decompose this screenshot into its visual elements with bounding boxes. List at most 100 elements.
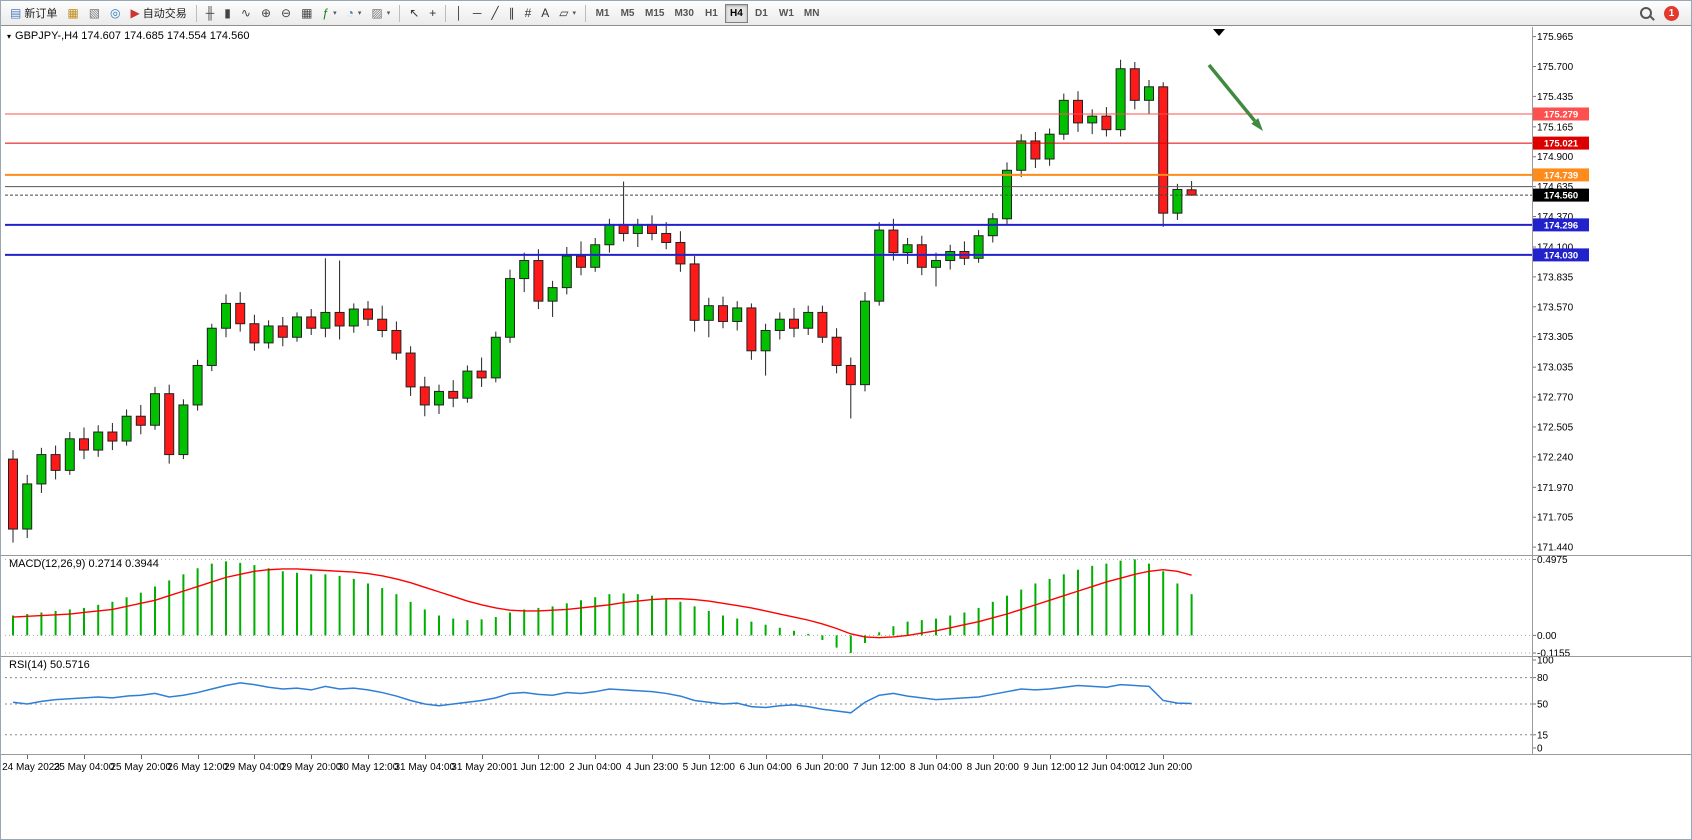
main-chart[interactable]: 175.965 175.700 175.435 175.165 174.900 174.6… bbox=[1, 27, 1692, 555]
candle bbox=[391, 321, 402, 360]
line-chart-button[interactable]: ∿ bbox=[236, 3, 256, 24]
svg-text:173.305: 173.305 bbox=[1537, 332, 1574, 343]
dropdown-arrow-icon: ▾ bbox=[386, 10, 391, 17]
candle bbox=[647, 215, 657, 241]
time-tick bbox=[595, 755, 597, 759]
chart-shift-marker[interactable] bbox=[1213, 29, 1225, 36]
candle bbox=[973, 230, 984, 263]
navigator-button[interactable]: ◎ bbox=[105, 3, 125, 24]
time-label: 5 Jun 12:00 bbox=[682, 762, 735, 773]
time-label: 25 May 04:00 bbox=[53, 762, 115, 773]
time-label: 29 May 20:00 bbox=[280, 762, 342, 773]
fibonacci-button[interactable]: # bbox=[520, 3, 537, 24]
time-tick bbox=[822, 755, 824, 759]
search-button[interactable] bbox=[1638, 5, 1654, 21]
time-label: 25 May 20:00 bbox=[110, 762, 172, 773]
macd-panel[interactable]: 0.4975 0.00 -0.1155 bbox=[1, 556, 1692, 656]
vertical-line-button[interactable]: │ bbox=[450, 3, 468, 24]
candlestick-chart-button[interactable]: ▮ bbox=[219, 3, 236, 24]
time-axis[interactable]: 24 May 2023 25 May 04:00 25 May 20:00 26 Ma… bbox=[1, 754, 1691, 778]
trendline-button[interactable]: ╱ bbox=[486, 3, 503, 24]
candle bbox=[434, 384, 444, 414]
rsi-axis-label: 50 bbox=[1537, 700, 1549, 711]
fibonacci-icon: # bbox=[524, 6, 532, 20]
charts-icon: ▦ bbox=[67, 6, 79, 20]
bar-chart-button[interactable]: ╫ bbox=[201, 3, 220, 24]
autotrading-button[interactable]: ▶ 自动交易 bbox=[126, 3, 192, 24]
timeframe-mn[interactable]: MN bbox=[800, 4, 824, 23]
cursor-button[interactable]: ↖ bbox=[404, 3, 424, 24]
tile-windows-button[interactable]: ▦ bbox=[296, 3, 317, 24]
rsi-axis-label: 80 bbox=[1537, 673, 1549, 684]
candle bbox=[1186, 181, 1197, 196]
time-tick bbox=[254, 755, 256, 759]
svg-text:175.165: 175.165 bbox=[1537, 122, 1574, 133]
toolbar-right: 1 bbox=[1638, 5, 1687, 21]
candle bbox=[164, 384, 175, 464]
panel-separator[interactable] bbox=[1, 555, 1691, 556]
indicators-button[interactable]: ƒ ▾ bbox=[317, 3, 341, 24]
timeframe-m30[interactable]: M30 bbox=[670, 4, 697, 23]
candle bbox=[689, 256, 700, 332]
price-tag bbox=[1533, 136, 1589, 150]
time-label: 31 May 04:00 bbox=[394, 762, 456, 773]
level-lines[interactable]: 175.279 175.021 174.739 174.296 174.030 bbox=[5, 107, 1589, 262]
macd-label: MACD(12,26,9) 0.2714 0.3944 bbox=[9, 558, 159, 570]
toolbar: ▤ 新订单 ▦ ▧ ◎ ▶ 自动交易 ╫ ▮ ∿ ⊕ ⊖ ▦ ƒ ▾ ◔ ▾ ▨ ▾ ↖ + │ ─ ╱ ∥ # A ▱ ▾ M1 M5 M1… bbox=[1, 1, 1691, 26]
horizontal-line-button[interactable]: ─ bbox=[468, 3, 487, 24]
price-tag bbox=[1533, 107, 1589, 121]
time-tick bbox=[992, 755, 994, 759]
toolbar-separator bbox=[445, 4, 447, 22]
horizontal-line-icon: ─ bbox=[472, 6, 482, 20]
timeframe-m15[interactable]: M15 bbox=[641, 4, 668, 23]
timeframe-h1[interactable]: H1 bbox=[700, 4, 723, 23]
macd-signal-line bbox=[12, 568, 1192, 639]
profiles-button[interactable]: ▧ bbox=[84, 3, 105, 24]
button-label: 自动交易 bbox=[142, 8, 187, 20]
candle bbox=[1016, 134, 1027, 178]
timeframe-m1[interactable]: M1 bbox=[591, 4, 614, 23]
templates-button[interactable]: ▨ ▾ bbox=[366, 3, 395, 24]
time-tick bbox=[879, 755, 881, 759]
candle bbox=[320, 258, 331, 338]
candle bbox=[476, 357, 487, 387]
timeframe-m5[interactable]: M5 bbox=[616, 4, 639, 23]
time-tick bbox=[1163, 755, 1165, 759]
candle bbox=[1044, 128, 1055, 166]
arrow-annotation[interactable] bbox=[1207, 63, 1263, 131]
channel-icon: ∥ bbox=[508, 6, 515, 20]
candle bbox=[1073, 91, 1083, 132]
new-order-button[interactable]: ▤ 新订单 bbox=[5, 3, 62, 24]
candle bbox=[874, 222, 885, 306]
timeframe-d1[interactable]: D1 bbox=[750, 4, 773, 23]
candle bbox=[1115, 59, 1126, 137]
zoom-in-button[interactable]: ⊕ bbox=[256, 3, 276, 24]
time-label: 4 Jun 23:00 bbox=[625, 762, 679, 773]
candle bbox=[803, 305, 814, 335]
new-order-icon: ▤ bbox=[10, 6, 22, 20]
svg-text:172.770: 172.770 bbox=[1537, 393, 1574, 404]
rsi-panel[interactable]: 100 80 50 15 0 bbox=[1, 657, 1692, 753]
candle bbox=[135, 404, 146, 435]
text-icon: A bbox=[541, 6, 550, 20]
time-label: 29 May 04:00 bbox=[224, 762, 285, 773]
time-tick bbox=[538, 755, 540, 759]
periods-button[interactable]: ◔ ▾ bbox=[342, 3, 367, 24]
candle bbox=[1172, 183, 1183, 220]
timeframe-h4[interactable]: H4 bbox=[724, 3, 748, 23]
text-button[interactable]: A bbox=[536, 3, 554, 24]
one-click-expander[interactable]: ▾ bbox=[7, 31, 12, 41]
svg-text:174.900: 174.900 bbox=[1537, 152, 1574, 163]
shapes-button[interactable]: ▱ ▾ bbox=[554, 3, 581, 24]
charts-button[interactable]: ▦ bbox=[62, 3, 83, 24]
price-tag bbox=[1533, 248, 1589, 262]
crosshair-button[interactable]: + bbox=[424, 3, 441, 24]
svg-text:174.296: 174.296 bbox=[1544, 220, 1578, 231]
panel-separator[interactable] bbox=[1, 656, 1691, 657]
candle bbox=[348, 303, 359, 333]
svg-text:172.240: 172.240 bbox=[1537, 452, 1574, 463]
notification-badge[interactable]: 1 bbox=[1664, 5, 1679, 21]
zoom-out-button[interactable]: ⊖ bbox=[276, 3, 296, 24]
channel-button[interactable]: ∥ bbox=[504, 3, 520, 24]
timeframe-w1[interactable]: W1 bbox=[775, 4, 798, 23]
